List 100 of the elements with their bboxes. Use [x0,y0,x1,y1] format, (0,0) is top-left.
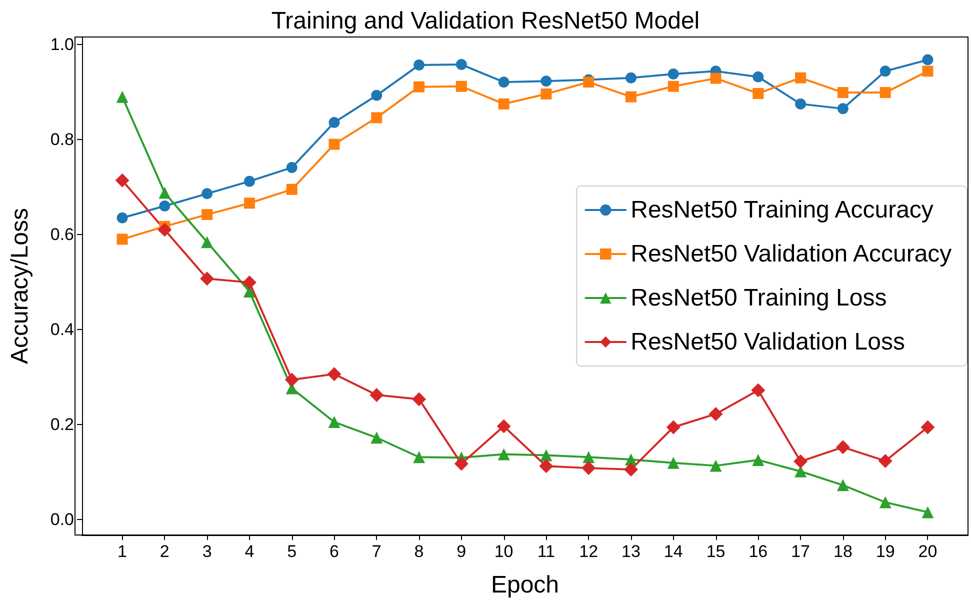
point [116,234,128,245]
point [456,80,467,92]
x-tick-label: 5 [287,542,297,561]
point [668,68,679,80]
point [328,116,340,128]
point [837,87,848,98]
point [836,440,850,454]
chart-title: Training and Validation ResNet50 Model [271,8,700,34]
x-tick-label: 4 [244,542,254,561]
x-tick-label: 19 [876,542,895,561]
x-tick-label: 1 [118,542,128,561]
x-tick-label: 17 [791,542,810,561]
x-tick-label: 11 [537,542,556,561]
y-tick-label: 0.4 [50,320,74,339]
point [582,461,596,476]
point [116,90,128,103]
point [414,60,425,71]
x-tick-label: 12 [579,542,598,561]
point [498,98,510,110]
point [752,88,764,99]
point [752,454,764,466]
x-tick-label: 8 [414,542,424,561]
y-tick-label: 1.0 [50,35,74,54]
point [371,112,382,124]
point [540,88,552,100]
point [922,54,934,66]
point [159,200,170,212]
x-tick-label: 16 [748,542,768,561]
point [540,449,552,462]
legend-label: ResNet50 Training Loss [630,284,887,312]
y-tick-label: 0.2 [50,414,74,434]
point [244,198,255,209]
x-tick-label: 15 [706,542,726,561]
point [878,454,892,468]
x-tick-label: 6 [330,542,339,561]
point [242,275,256,290]
point [456,59,467,70]
point [202,209,213,220]
point [624,462,638,476]
point [498,76,510,88]
point [794,454,808,468]
point [370,432,383,444]
x-tick-label: 3 [202,542,212,561]
point [795,72,806,84]
point [880,87,891,98]
point [667,456,680,469]
point [539,459,554,474]
point [625,72,636,84]
point [582,451,595,464]
point [922,66,934,77]
legend-label: ResNet50 Validation Accuracy [630,240,952,268]
point [244,176,255,187]
point [370,388,384,402]
point [666,420,680,434]
point [200,272,214,286]
point [414,81,425,92]
y-tick-label: 0.8 [50,130,74,150]
point [413,451,426,464]
point [752,71,764,82]
point [668,80,679,92]
point [625,91,636,102]
point [115,173,130,188]
point [710,460,722,472]
point [286,162,298,174]
point [371,90,382,101]
point [286,184,298,195]
x-tick-label: 18 [833,542,852,561]
point [496,419,511,434]
point [751,383,766,398]
point [454,456,468,471]
point [284,372,299,387]
point [922,506,934,518]
x-axis-title: Epoch [490,572,560,598]
x-tick-label: 13 [622,542,640,561]
point [708,406,723,421]
point [201,236,214,248]
point [540,76,552,87]
point [837,103,848,114]
x-tick-label: 10 [494,542,514,561]
point [412,392,426,406]
legend-label: ResNet50 Validation Loss [630,328,906,356]
point [880,66,891,77]
y-tick-label: 0.0 [50,510,74,529]
point [710,72,722,84]
point [498,448,510,460]
x-tick-label: 2 [160,542,170,561]
x-tick-label: 14 [664,542,683,561]
x-tick-label: 7 [372,542,382,561]
point [836,479,849,492]
point [795,98,806,110]
point [583,76,594,88]
point [202,188,213,200]
point [158,222,172,237]
point [327,367,342,382]
y-axis-title: Accuracy/Loss [6,208,34,364]
x-tick-label: 20 [918,542,938,561]
legend-label: ResNet50 Training Accuracy [630,196,934,224]
point [328,416,340,428]
point [920,420,935,434]
point [328,138,340,150]
